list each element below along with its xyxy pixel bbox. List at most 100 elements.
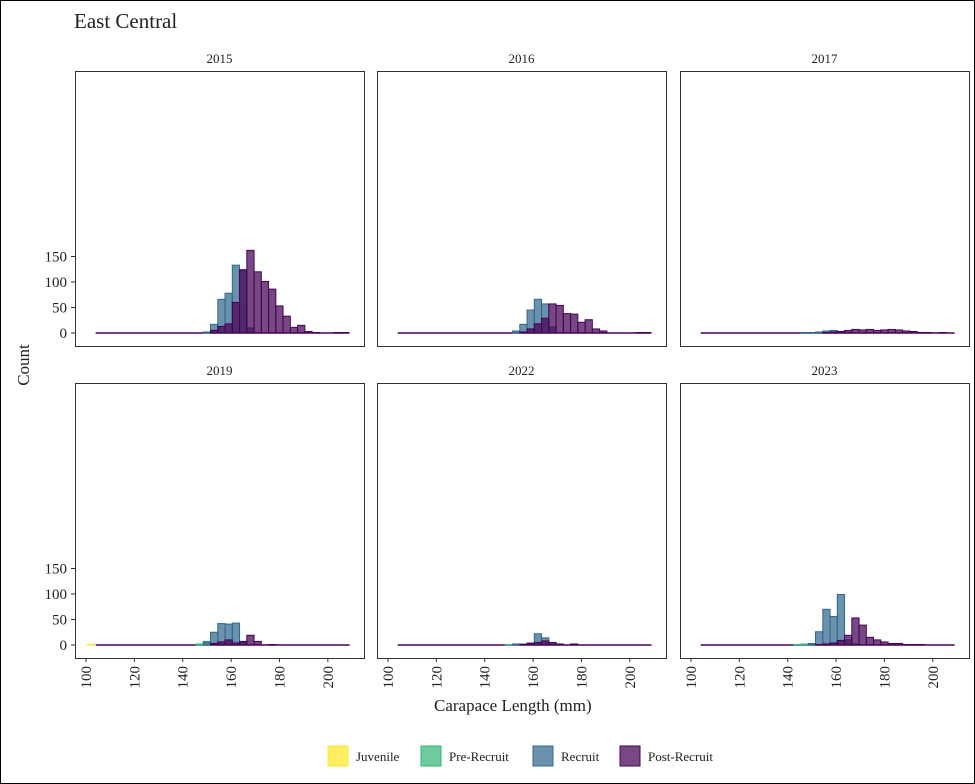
histogram-bar [909,330,918,334]
histogram-bar [541,317,550,334]
histogram-bar [340,331,349,334]
panel-border [680,71,970,347]
histogram-bar [836,639,846,646]
histogram-bar [504,643,514,646]
histogram-bar [555,643,564,646]
histogram-bar [815,631,824,646]
histogram-bar [902,643,911,646]
facet-panels: 2015 0 50 100 150 2016 2017 2019 0 50 100 150 100 120… [45,51,970,689]
legend: Juvenile Pre-Recruit Recruit Post-Recruit [327,745,713,767]
facet-panel-2015: 2015 0 50 100 150 [45,51,365,347]
histogram-bar [807,331,817,334]
y-tick-label: 50 [52,301,67,317]
legend-item-pre-recruit: Pre-Recruit [420,745,509,767]
series-post-recruit [519,640,579,646]
histogram-bar [210,642,219,646]
histogram-bar [851,328,860,334]
histogram-bar [829,615,838,646]
facet-strip-label: 2015 [207,51,233,66]
y-tick-label: 150 [45,250,68,266]
histogram-bar [548,303,557,334]
histogram-bar [519,643,528,646]
series-juvenile [86,643,95,646]
histogram-bar [642,331,651,334]
legend-swatch [532,745,554,767]
histogram-bar [880,641,889,646]
x-tick-label: 140 [478,666,494,689]
histogram-bar [923,331,933,334]
histogram-bar [210,329,219,334]
series-post-recruit [210,634,277,646]
histogram-bar [570,313,579,334]
histogram-bar [822,331,831,334]
histogram-bar [533,323,543,334]
histogram-bar [793,643,802,646]
x-tick-label: 140 [176,666,192,689]
x-tick-label: 120 [127,666,143,689]
histogram-bar [224,639,233,646]
histogram-bar [548,641,557,646]
facet-strip-label: 2022 [509,363,535,378]
facet-strip-label: 2016 [509,51,536,66]
legend-swatch [327,745,349,767]
series-post-recruit [815,617,925,646]
legend-swatch [619,745,641,767]
histogram-bar [246,249,255,334]
x-axis-title: Carapace Length (mm) [434,696,592,715]
series-pre-recruit [504,643,514,646]
panel-border [377,383,667,659]
histogram-bar [851,617,860,646]
x-tick-label: 200 [623,666,639,689]
histogram-bar [526,328,535,334]
histogram-bar [844,634,853,646]
facet-panel-2019: 2019 0 50 100 150 100 120 140 160 180 200 [45,363,365,689]
histogram-bar [512,330,521,334]
histogram-bar [202,331,212,334]
panel-border [377,71,667,347]
x-tick-label: 100 [684,666,700,689]
histogram-bar [822,643,831,646]
histogram-bar [880,329,889,334]
histogram-bar [562,313,572,334]
histogram-bar [844,329,853,334]
histogram-bar [815,331,824,334]
histogram-bar [268,643,277,646]
y-tick-label: 0 [60,326,68,342]
facet-panel-2023: 2023 100 120 140 160 180 200 [680,363,970,689]
histogram-bar [289,326,299,334]
y-tick-label: 50 [52,613,67,629]
histogram-bar [916,331,925,334]
x-tick-label: 180 [272,666,288,689]
histogram-bar [217,325,226,334]
x-tick-label: 100 [381,666,397,689]
histogram-bar [829,331,838,334]
histogram-bar [231,301,241,334]
histogram-bar [86,643,95,646]
histogram-bar [577,321,586,334]
histogram-bar [800,331,809,334]
x-tick-label: 120 [429,666,445,689]
facet-strip-label: 2017 [812,51,839,66]
histogram-bar [865,328,875,334]
series-post-recruit [210,249,349,334]
x-tick-label: 160 [224,666,240,689]
histogram-bar [282,315,291,334]
histogram-bar [938,331,947,334]
histogram-bar [239,269,248,334]
histogram-bar [297,324,306,334]
y-tick-label: 0 [60,638,68,654]
x-tick-label: 120 [732,666,748,689]
x-tick-label: 140 [781,666,797,689]
histogram-bar [902,330,911,334]
histogram-bar [304,330,313,334]
x-tick-label: 100 [79,666,95,689]
facet-strip-label: 2019 [207,363,233,378]
legend-swatch [420,745,442,767]
histogram-bar [591,328,601,334]
histogram-bar [887,642,896,646]
facet-panel-2016: 2016 [377,51,667,347]
x-tick-label: 160 [526,666,542,689]
facet-panel-2022: 2022 100 120 140 160 180 200 [377,363,667,689]
histogram-bar [873,639,882,646]
histogram-bar [815,643,824,646]
